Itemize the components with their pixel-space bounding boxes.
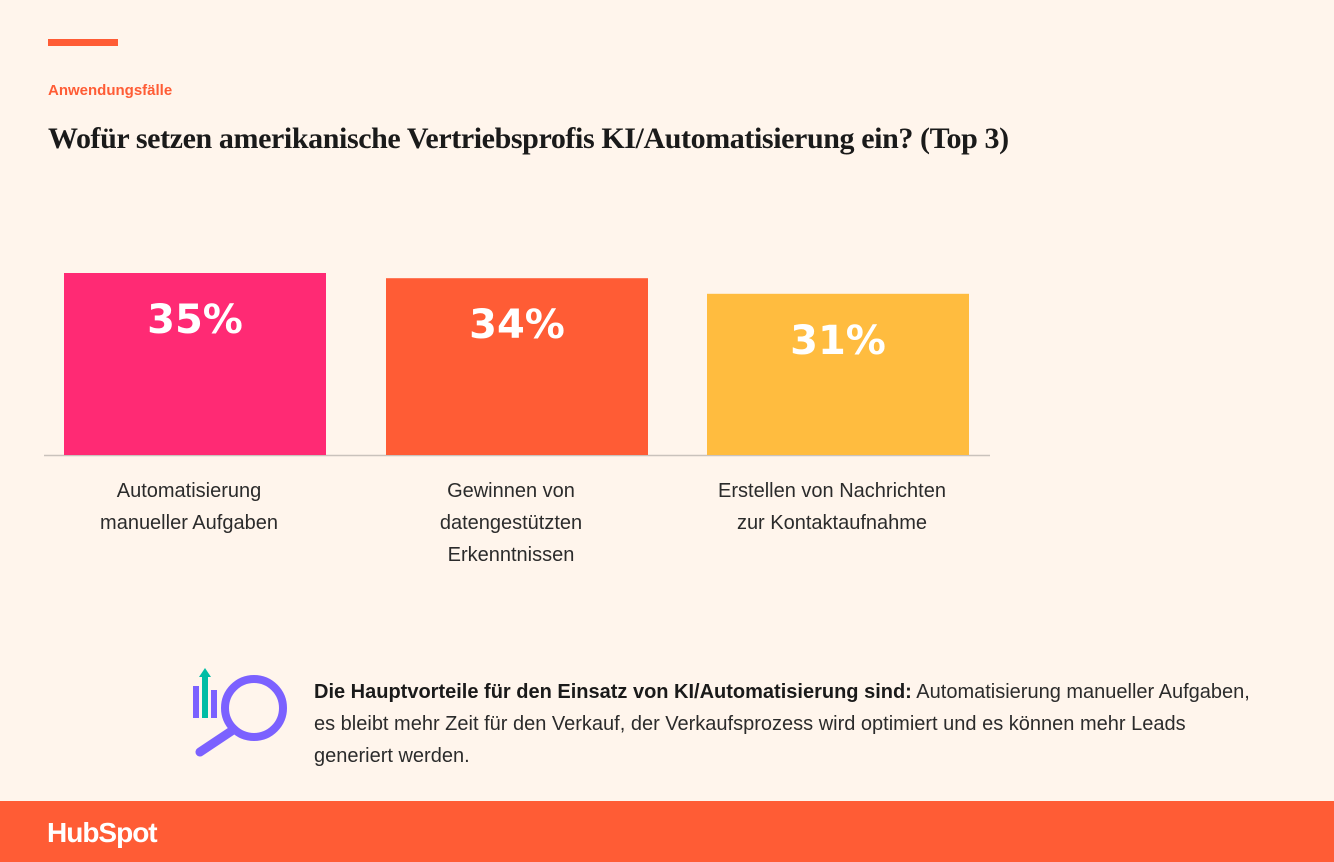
hubspot-logo-text: HubSpot <box>47 817 158 848</box>
category-label-1-line-2: manueller Aufgaben <box>100 512 278 534</box>
bar-value-label-1: 35% <box>147 297 243 343</box>
eyebrow-label: Anwendungsfälle <box>48 82 173 99</box>
category-label-2-line-1: Gewinnen von <box>447 480 575 502</box>
bar-2 <box>386 278 648 455</box>
accent-line <box>48 39 118 46</box>
callout: Die Hauptvorteile für den Einsatz von KI… <box>190 668 1270 778</box>
bar-1 <box>64 273 326 455</box>
bar-3 <box>707 293 969 455</box>
callout-body: Automatisierung manueller Aufgaben, es b… <box>314 681 1250 767</box>
bar-value-label-3: 31% <box>790 318 886 364</box>
callout-bold: Die Hauptvorteile für den Einsatz von KI… <box>314 681 912 703</box>
page-title: Wofür setzen amerikanische Vertriebsprof… <box>48 122 1009 155</box>
bar-value-label-2: 34% <box>469 302 565 348</box>
callout-text: Die Hauptvorteile für den Einsatz von KI… <box>314 676 1254 772</box>
hubspot-logo: HubSpot <box>47 817 158 849</box>
category-label-3-line-1: Erstellen von Nachrichten <box>718 480 946 502</box>
footer: HubSpot <box>0 801 1334 862</box>
category-label-2-line-2: datengestützten <box>440 512 582 534</box>
category-label-1-line-1: Automatisierung <box>117 480 262 502</box>
category-label-3-line-2: zur Kontaktaufnahme <box>737 512 927 534</box>
magnifier-chart-icon <box>193 668 287 757</box>
category-label-2-line-3: Erkenntnissen <box>448 544 575 566</box>
bar-chart: 35% Automatisierung manueller Aufgaben 34% G… <box>44 273 990 566</box>
